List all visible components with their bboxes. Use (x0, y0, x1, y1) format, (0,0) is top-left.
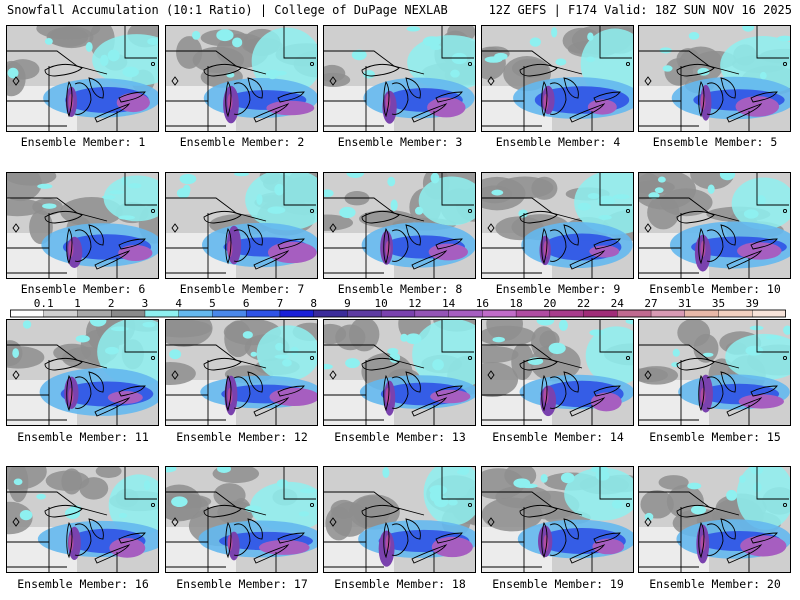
ensemble-member-map (638, 172, 791, 279)
ensemble-member-map (165, 466, 318, 573)
ensemble-member-map (481, 466, 634, 573)
ensemble-member-map (638, 25, 791, 132)
ensemble-member-map (481, 172, 634, 279)
ensemble-member-label: Ensemble Member: 9 (495, 282, 621, 296)
ensemble-member-map (323, 319, 476, 426)
ensemble-member-label: Ensemble Member: 10 (649, 282, 781, 296)
colorbar-swatch (684, 309, 720, 318)
colorbar-tick-label: 5 (209, 297, 216, 310)
ensemble-member-map (6, 319, 159, 426)
colorbar-tick-label: 22 (577, 297, 590, 310)
colorbar-swatch (10, 309, 45, 318)
colorbar-swatch (279, 309, 315, 318)
ensemble-member-label: Ensemble Member: 19 (492, 577, 624, 591)
colorbar-tick-label: 1 (74, 297, 81, 310)
colorbar-tick-label: 2 (108, 297, 115, 310)
ensemble-member-map (6, 172, 159, 279)
ensemble-member-label: Ensemble Member: 15 (649, 430, 781, 444)
colorbar-swatch (313, 309, 349, 318)
colorbar-tick-label: 6 (243, 297, 250, 310)
colorbar-tick-label: 7 (277, 297, 284, 310)
colorbar-swatch (43, 309, 79, 318)
ensemble-member-label: Ensemble Member: 3 (337, 135, 463, 149)
colorbar-swatch (549, 309, 585, 318)
ensemble-member-label: Ensemble Member: 2 (179, 135, 305, 149)
colorbar-swatch (482, 309, 517, 318)
ensemble-member-map (165, 172, 318, 279)
ensemble-member-label: Ensemble Member: 18 (334, 577, 466, 591)
colorbar-tick-label: 18 (509, 297, 522, 310)
ensemble-member-label: Ensemble Member: 20 (649, 577, 781, 591)
ensemble-member-map (323, 172, 476, 279)
colorbar-swatch (752, 309, 786, 318)
ensemble-member-label: Ensemble Member: 11 (17, 430, 149, 444)
ensemble-member-map (481, 319, 634, 426)
run-valid-time: 12Z GEFS | F174 Valid: 18Z SUN NOV 16 20… (488, 3, 792, 17)
colorbar-swatch (650, 309, 686, 318)
colorbar-tick-label: 35 (712, 297, 725, 310)
colorbar-swatch (583, 309, 619, 318)
colorbar-tick-label: 16 (476, 297, 489, 310)
ensemble-member-map (6, 25, 159, 132)
colorbar-swatch (111, 309, 146, 318)
ensemble-member-label: Ensemble Member: 8 (337, 282, 463, 296)
ensemble-member-label: Ensemble Member: 5 (652, 135, 778, 149)
ensemble-member-label: Ensemble Member: 17 (176, 577, 308, 591)
colorbar-tick-label: 24 (611, 297, 625, 310)
colorbar-swatch (380, 309, 416, 318)
colorbar-tick-label: 12 (408, 297, 421, 310)
ensemble-member-map (165, 319, 318, 426)
colorbar-tick-label: 8 (310, 297, 317, 310)
ensemble-member-label: Ensemble Member: 14 (492, 430, 624, 444)
colorbar-swatch (347, 309, 382, 318)
colorbar-swatch (212, 309, 247, 318)
snowfall-colorbar: 0.1 1 2 3 4 5 6 7 8 9 10 12 14 16 18 20 22 24 27 31 35 39 (10, 296, 786, 318)
ensemble-member-map (323, 466, 476, 573)
colorbar-tick-label: 27 (644, 297, 657, 310)
map-title: Snowfall Accumulation (10:1 Ratio) | Col… (7, 3, 448, 17)
colorbar-tick-label: 4 (175, 297, 182, 310)
colorbar-tick-label: 10 (375, 297, 388, 310)
ensemble-member-label: Ensemble Member: 4 (495, 135, 621, 149)
ensemble-member-map (481, 25, 634, 132)
ensemble-member-label: Ensemble Member: 12 (176, 430, 308, 444)
colorbar-swatch (178, 309, 214, 318)
colorbar-tick-label: 9 (344, 297, 351, 310)
colorbar-tick-label: 39 (746, 297, 759, 310)
colorbar-swatch (718, 309, 753, 318)
colorbar-swatch (144, 309, 180, 318)
colorbar-swatch (245, 309, 281, 318)
colorbar-swatch (448, 309, 484, 318)
ensemble-member-label: Ensemble Member: 7 (179, 282, 305, 296)
colorbar-tick-label: 3 (142, 297, 149, 310)
colorbar-swatch (617, 309, 652, 318)
ensemble-member-label: Ensemble Member: 16 (17, 577, 149, 591)
colorbar-tick-label: 20 (543, 297, 556, 310)
ensemble-member-map (638, 466, 791, 573)
ensemble-member-map (638, 319, 791, 426)
ensemble-member-label: Ensemble Member: 6 (20, 282, 146, 296)
colorbar-swatch (515, 309, 551, 318)
colorbar-tick-label: 0.1 (34, 297, 54, 310)
colorbar-swatch (414, 309, 450, 318)
ensemble-member-map (6, 466, 159, 573)
colorbar-tick-label: 14 (442, 297, 456, 310)
colorbar-tick-label: 31 (678, 297, 691, 310)
ensemble-member-label: Ensemble Member: 1 (20, 135, 146, 149)
ensemble-member-map (165, 25, 318, 132)
ensemble-member-map (323, 25, 476, 132)
ensemble-member-label: Ensemble Member: 13 (334, 430, 466, 444)
colorbar-swatch (77, 309, 112, 318)
